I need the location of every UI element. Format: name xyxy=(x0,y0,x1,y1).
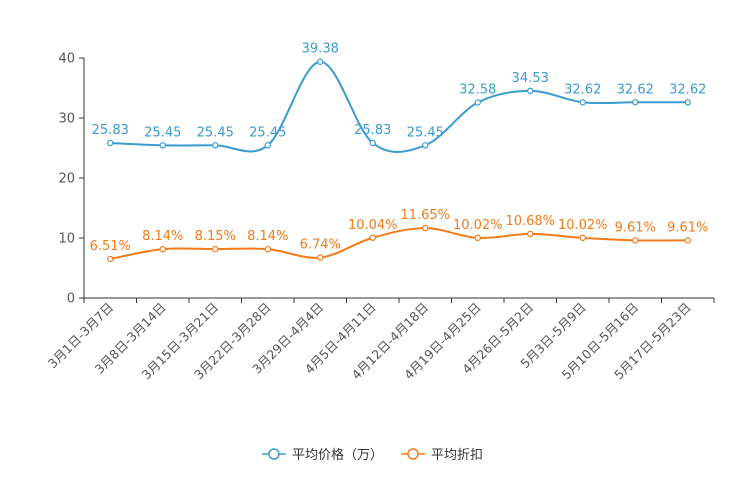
data-point[interactable] xyxy=(632,99,639,106)
data-point[interactable] xyxy=(159,245,166,253)
data-label: 10.04% xyxy=(348,218,398,233)
data-label: 25.45 xyxy=(249,125,286,140)
data-label: 9.61% xyxy=(667,220,708,235)
legend-marker-icon xyxy=(407,448,419,460)
y-axis-ticks: 0 10 20 30 40 xyxy=(58,52,84,307)
data-point[interactable] xyxy=(684,99,691,106)
data-label: 32.62 xyxy=(617,82,654,97)
data-point[interactable] xyxy=(579,234,586,242)
data-label: 32.58 xyxy=(459,83,496,98)
data-label: 10.68% xyxy=(505,214,555,229)
data-point[interactable] xyxy=(422,224,429,232)
y-tick-label: 0 xyxy=(67,292,75,307)
legend-marker-icon xyxy=(268,448,280,460)
data-label: 8.14% xyxy=(142,229,183,244)
legend-label: 平均价格（万） xyxy=(292,447,383,463)
data-label: 6.51% xyxy=(90,239,131,254)
y-tick-label: 40 xyxy=(58,52,75,67)
series-points xyxy=(107,58,691,263)
legend-item-1[interactable]: 平均折扣 xyxy=(401,448,483,463)
data-point[interactable] xyxy=(264,245,271,253)
data-label: 25.45 xyxy=(197,125,234,140)
data-point[interactable] xyxy=(474,99,481,106)
data-point[interactable] xyxy=(212,142,219,149)
data-label: 9.61% xyxy=(615,220,656,235)
data-point[interactable] xyxy=(474,234,481,242)
data-label: 34.53 xyxy=(512,71,549,86)
data-label: 25.45 xyxy=(144,125,181,140)
data-point[interactable] xyxy=(264,142,271,149)
data-point[interactable] xyxy=(369,139,376,147)
data-label: 32.62 xyxy=(669,82,706,97)
data-point[interactable] xyxy=(632,237,639,244)
data-point[interactable] xyxy=(422,142,429,149)
data-label: 11.65% xyxy=(400,208,450,223)
data-label: 32.62 xyxy=(564,82,601,97)
data-point[interactable] xyxy=(107,255,114,263)
data-label: 25.83 xyxy=(92,123,129,138)
data-label: 8.15% xyxy=(195,229,236,244)
data-point[interactable] xyxy=(579,99,586,106)
x-axis-ticks: 3月1日-3月7日3月8日-3月14日3月15日-3月21日3月22日-3月28… xyxy=(45,298,715,382)
data-point[interactable] xyxy=(684,237,691,244)
data-point[interactable] xyxy=(317,254,324,261)
data-point[interactable] xyxy=(212,245,219,253)
y-tick-label: 10 xyxy=(58,232,75,247)
series-line-1 xyxy=(110,227,688,260)
data-label: 25.45 xyxy=(407,125,444,140)
legend[interactable]: 平均价格（万） 平均折扣 xyxy=(262,447,483,463)
legend-label: 平均折扣 xyxy=(431,448,483,463)
y-tick-label: 20 xyxy=(58,172,75,187)
data-label: 8.14% xyxy=(247,229,288,244)
data-point[interactable] xyxy=(317,58,324,65)
legend-item-0[interactable]: 平均价格（万） xyxy=(262,447,383,463)
data-label: 6.74% xyxy=(300,238,341,253)
data-point[interactable] xyxy=(107,139,114,147)
data-point[interactable] xyxy=(369,234,376,241)
y-tick-label: 30 xyxy=(58,112,75,127)
data-point[interactable] xyxy=(159,142,166,149)
data-label: 25.83 xyxy=(354,123,391,138)
data-point[interactable] xyxy=(527,87,534,95)
data-label: 10.02% xyxy=(453,218,503,233)
data-labels: 25.83 25.45 25.45 25.45 39.38 25.83 25.45 32.58… xyxy=(90,42,709,254)
data-label: 39.38 xyxy=(302,42,339,57)
data-label: 10.02% xyxy=(558,218,608,233)
data-point[interactable] xyxy=(527,230,534,238)
